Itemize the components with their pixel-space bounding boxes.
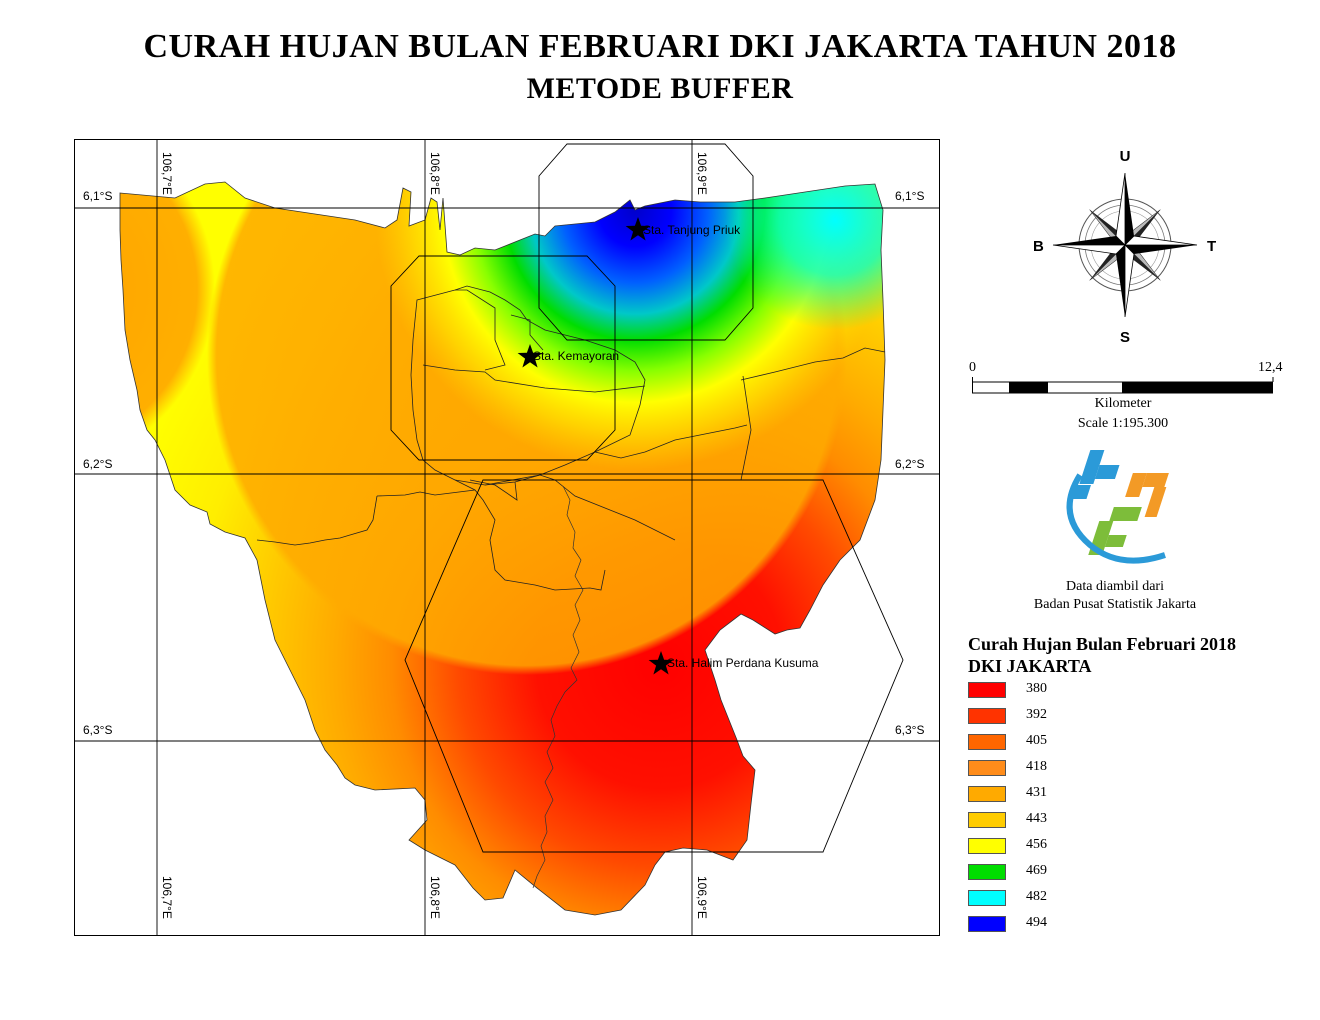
legend-label: 392: [1026, 707, 1047, 722]
legend-label: 380: [1026, 681, 1047, 696]
compass-east-label: T: [1207, 238, 1216, 255]
legend-swatch: [968, 786, 1006, 802]
legend-swatch: [968, 682, 1006, 698]
lon-label-bottom: 106,8°E: [428, 876, 442, 919]
legend-label: 456: [1026, 837, 1047, 852]
station-tanjung-priuk: Sta. Tanjung Priuk: [625, 217, 741, 241]
legend-label: 418: [1026, 759, 1047, 774]
legend-title-line-1: Curah Hujan Bulan Februari 2018: [968, 634, 1237, 654]
lat-label-left: 6,3°S: [83, 723, 112, 737]
legend-swatch: [968, 916, 1006, 932]
legend-swatch: [968, 734, 1006, 750]
map-title: CURAH HUJAN BULAN FEBRUARI DKI JAKARTA T…: [143, 28, 1177, 65]
legend-label: 405: [1026, 733, 1047, 748]
legend-title-line-2: DKI JAKARTA: [968, 656, 1092, 676]
station-kemayoran: Sta. Kemayoran: [517, 344, 619, 368]
lon-label-top: 106,8°E: [428, 152, 442, 195]
legend-swatch: [968, 864, 1006, 880]
scale-ratio-label: Scale 1:195.300: [1077, 416, 1169, 431]
station-label: Sta. Halim Perdana Kusuma: [667, 656, 819, 670]
station-label: Sta. Tanjung Priuk: [643, 223, 741, 237]
north-arrow: U S B T: [1030, 145, 1220, 346]
star-icon: [517, 344, 543, 368]
legend-label: 431: [1026, 785, 1047, 800]
lon-label-bottom: 106,9°E: [695, 876, 709, 919]
legend-swatch: [968, 890, 1006, 906]
map-subtitle: METODE BUFFER: [526, 72, 794, 105]
compass-rose-icon: U S B T: [1033, 148, 1216, 346]
bps-logo: [1050, 445, 1210, 575]
scale-end-label: 12,4: [1258, 360, 1283, 375]
station-buffers: [390, 143, 904, 853]
lat-label-right: 6,2°S: [895, 457, 924, 471]
scale-bar-graphic: [972, 377, 1274, 394]
district-boundaries: [256, 285, 886, 591]
lat-label-right: 6,1°S: [895, 189, 924, 203]
graticule: [75, 140, 939, 935]
lat-label-left: 6,1°S: [83, 189, 112, 203]
map-frame: 6,1°S 6,1°S 6,2°S 6,2°S 6,3°S 6,3°S 106,…: [74, 139, 940, 936]
legend-label: 494: [1026, 915, 1047, 930]
lon-label-top: 106,9°E: [695, 152, 709, 195]
station-markers: Sta. Tanjung Priuk Sta. Kemayoran Sta. H…: [517, 217, 819, 675]
lat-label-left: 6,2°S: [83, 457, 112, 471]
lon-label-bottom: 106,7°E: [160, 876, 174, 919]
lon-label-top: 106,7°E: [160, 152, 174, 195]
legend-swatch: [968, 708, 1006, 724]
province-boundary: [119, 181, 886, 916]
scale-bar: 0 12,4 Kilometer Scale 1:195.300: [960, 360, 1300, 440]
scale-unit-label: Kilometer: [1094, 396, 1152, 411]
legend-label: 469: [1026, 863, 1047, 878]
station-label: Sta. Kemayoran: [533, 349, 619, 363]
rainfall-map: 6,1°S 6,1°S 6,2°S 6,2°S 6,3°S 6,3°S 106,…: [75, 140, 939, 935]
legend-swatch: [968, 760, 1006, 776]
legend-title: Curah Hujan Bulan Februari 2018 DKI JAKA…: [968, 633, 1236, 677]
grid-labels: 6,1°S 6,1°S 6,2°S 6,2°S 6,3°S 6,3°S 106,…: [83, 152, 924, 919]
rainfall-surface: [120, 182, 885, 915]
legend-swatch: [968, 838, 1006, 854]
compass-west-label: B: [1033, 238, 1044, 255]
scale-start-label: 0: [969, 360, 976, 375]
lat-label-right: 6,3°S: [895, 723, 924, 737]
legend-swatch: [968, 812, 1006, 828]
source-line-2: Badan Pusat Statistik Jakarta: [1033, 597, 1197, 612]
source-line-1: Data diambil dari: [1066, 579, 1164, 594]
compass-south-label: S: [1120, 329, 1130, 345]
compass-north-label: U: [1120, 148, 1131, 165]
legend-label: 482: [1026, 889, 1047, 904]
star-icon: [625, 217, 651, 241]
station-halim: Sta. Halim Perdana Kusuma: [648, 651, 819, 675]
star-icon: [648, 651, 674, 675]
river: [532, 485, 584, 889]
data-source: Data diambil dari Badan Pusat Statistik …: [990, 578, 1240, 614]
bps-logo-icon: [1066, 450, 1169, 564]
legend-label: 443: [1026, 811, 1047, 826]
